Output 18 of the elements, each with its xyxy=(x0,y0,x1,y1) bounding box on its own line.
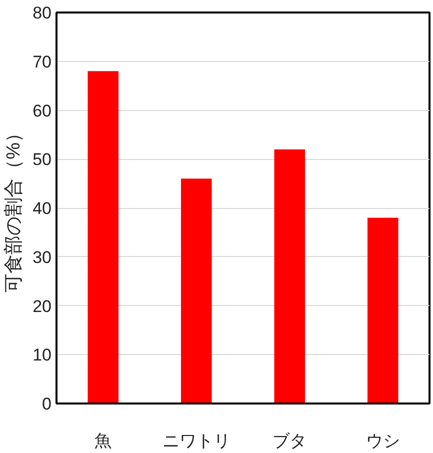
x-tick-label: ブタ xyxy=(272,432,307,450)
x-tick-label: 魚 xyxy=(94,432,112,450)
y-tick-label: 70 xyxy=(32,52,52,72)
x-tick-label: ニワトリ xyxy=(162,432,230,450)
y-tick-label: 50 xyxy=(32,150,52,170)
y-tick-label: 30 xyxy=(32,248,52,267)
bar xyxy=(274,149,306,404)
y-axis-title: 可食部の割合（%） xyxy=(2,124,25,292)
y-tick-label: 60 xyxy=(32,101,52,120)
y-tick-label: 20 xyxy=(32,296,52,316)
bar xyxy=(367,218,398,404)
y-tick-label: 40 xyxy=(32,199,52,218)
y-tick-label: 10 xyxy=(32,346,52,365)
bar xyxy=(180,178,212,404)
x-tick-label: ウシ xyxy=(366,432,400,450)
y-tick-label: 80 xyxy=(32,4,52,22)
bar xyxy=(88,71,119,404)
y-tick-label: 0 xyxy=(42,394,52,414)
